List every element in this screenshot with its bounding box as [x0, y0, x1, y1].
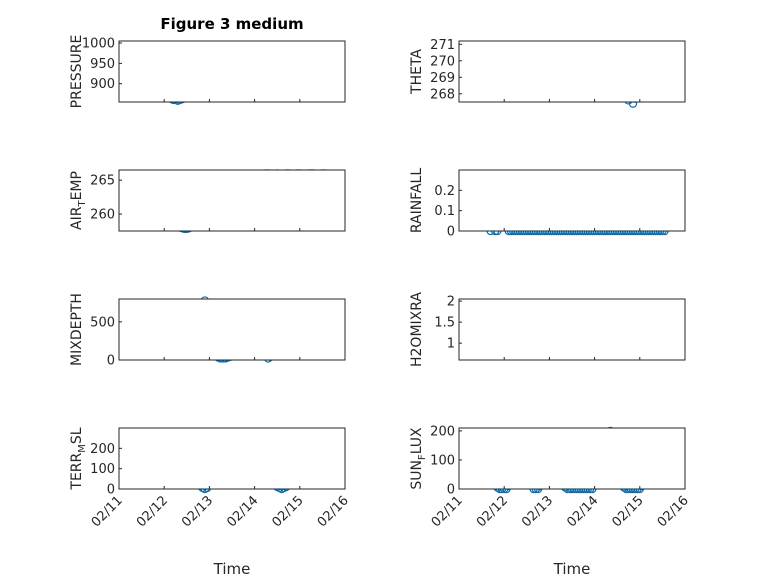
- y-axis-label: TERRMSL: [69, 427, 88, 490]
- subplot-h2omixra: 1 1.5 2 H2OMIXRA: [409, 292, 686, 367]
- axis-frame: [458, 169, 686, 232]
- y-tick-label: 0.1: [434, 204, 455, 219]
- y-tick-label: 200: [430, 424, 455, 439]
- subplot-rainfall: 0 0.1 0.2 RAINFALL: [409, 168, 686, 240]
- y-tick-label: 0.2: [434, 184, 455, 199]
- x-axis-label-left: Time: [213, 560, 251, 578]
- y-tick-label: 1.5: [434, 316, 455, 331]
- y-axis-label-main: AIR: [69, 206, 85, 230]
- y-axis-label: AIRTEMP: [69, 171, 88, 230]
- y-axis-label: THETA: [409, 49, 425, 95]
- axis-frame: [118, 298, 346, 361]
- y-axis-label: PRESSURE: [69, 35, 85, 109]
- y-tick-label: 271: [430, 38, 455, 53]
- y-axis-label-main: THETA: [409, 49, 425, 95]
- y-tick-label: 269: [430, 71, 455, 86]
- y-tick-label: 100: [90, 462, 115, 477]
- y-axis-label: H2OMIXRA: [409, 292, 425, 367]
- axis-frame: [118, 169, 346, 232]
- y-tick-label: 100: [430, 453, 455, 468]
- y-axis-label: SUNFLUX: [409, 427, 428, 490]
- y-tick-label: 1: [447, 337, 455, 352]
- y-axis-label-main: H2OMIXRA: [409, 292, 425, 367]
- y-tick-label: 0: [107, 483, 115, 498]
- y-axis-label-main: MIXDEPTH: [69, 293, 85, 366]
- y-tick-label: 2: [447, 295, 455, 310]
- y-axis-label-main: TERR: [69, 452, 85, 490]
- y-tick-label: 200: [90, 442, 115, 457]
- axis-frame: [458, 40, 686, 103]
- y-axis-label-main: SUN: [409, 460, 425, 490]
- axis-frame: [458, 298, 686, 361]
- y-axis-label-subscript: F: [417, 454, 428, 460]
- y-axis-label: MIXDEPTH: [69, 293, 85, 366]
- y-axis-label-tail: EMP: [69, 171, 85, 200]
- subplot-mixdepth: 0 500 MIXDEPTH: [69, 293, 346, 369]
- y-axis-label-tail: LUX: [409, 427, 425, 454]
- y-tick-label: 950: [90, 57, 115, 72]
- y-tick-label: 900: [90, 77, 115, 92]
- y-tick-label: 1000: [82, 37, 115, 52]
- y-axis-label: RAINFALL: [409, 168, 425, 233]
- figure-title: Figure 3 medium: [160, 15, 303, 33]
- y-tick-label: 265: [90, 174, 115, 189]
- y-tick-label: 0: [107, 354, 115, 369]
- axis-frame: [118, 427, 346, 490]
- x-axis-label-right: Time: [553, 560, 591, 578]
- y-tick-label: 0: [447, 225, 455, 240]
- y-tick-label: 0: [447, 483, 455, 498]
- y-tick-label: 270: [430, 54, 455, 69]
- y-axis-label-subscript: M: [77, 444, 88, 453]
- axis-frame: [118, 40, 346, 103]
- y-axis-label-main: RAINFALL: [409, 168, 425, 233]
- axis-frame: [458, 427, 686, 490]
- y-tick-label: 500: [90, 315, 115, 330]
- y-axis-label-main: PRESSURE: [69, 35, 85, 109]
- y-axis-label-tail: SL: [69, 427, 85, 444]
- y-tick-label: 260: [90, 208, 115, 223]
- y-axis-label-subscript: T: [77, 200, 88, 208]
- y-tick-label: 268: [430, 87, 455, 102]
